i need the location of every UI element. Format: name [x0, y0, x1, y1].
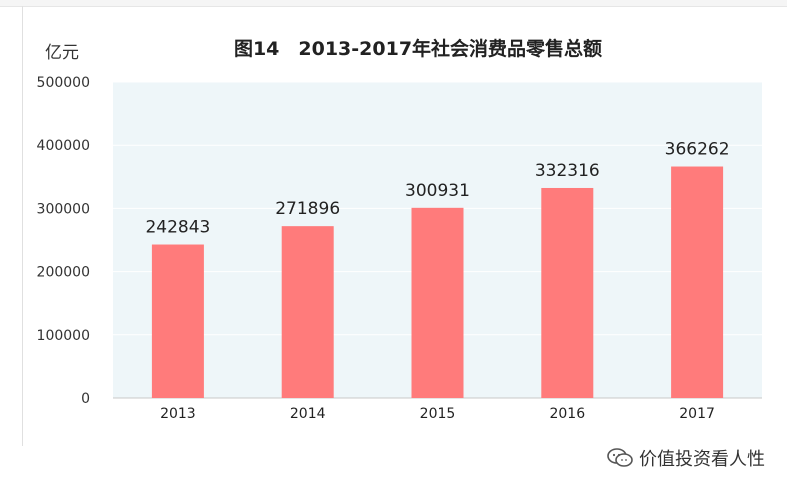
frame-top-edge — [0, 0, 787, 7]
x-tick-label-2015: 2015 — [420, 406, 456, 422]
frame-left-edge — [22, 6, 23, 446]
data-label-2013: 242843 — [145, 218, 210, 238]
x-tick-label-2017: 2017 — [679, 406, 715, 422]
bar-2017 — [671, 166, 724, 398]
x-tick-label-2014: 2014 — [290, 406, 326, 422]
bar-2013 — [151, 244, 204, 398]
data-label-2015: 300931 — [405, 181, 470, 201]
y-tick-label: 300000 — [37, 201, 90, 217]
y-tick-label: 100000 — [37, 328, 90, 344]
data-label-2017: 366262 — [665, 140, 730, 160]
chart-title: 图14 2013-2017年社会消费品零售总额 — [234, 37, 602, 60]
y-tick-label: 400000 — [37, 138, 90, 154]
bar-2016 — [541, 187, 594, 398]
bar-2015 — [411, 207, 464, 398]
watermark: 价值投资看人性 — [607, 445, 765, 471]
bar-2014 — [281, 226, 334, 398]
x-tick-label-2016: 2016 — [549, 406, 585, 422]
y-tick-label: 500000 — [37, 75, 90, 91]
data-label-2014: 271896 — [275, 199, 340, 219]
y-axis-unit-label: 亿元 — [45, 43, 79, 63]
data-label-2016: 332316 — [535, 161, 600, 181]
watermark-text: 价值投资看人性 — [639, 449, 765, 470]
y-tick-label: 0 — [81, 391, 90, 407]
wechat-icon — [607, 448, 633, 468]
y-tick-label: 200000 — [37, 265, 90, 281]
x-tick-label-2013: 2013 — [160, 406, 196, 422]
